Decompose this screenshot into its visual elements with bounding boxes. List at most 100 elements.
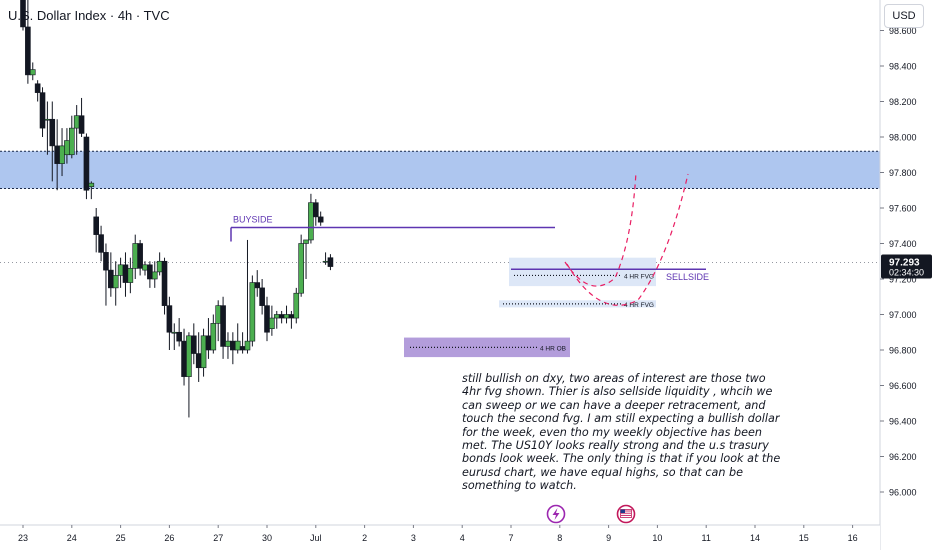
candle-body (273, 314, 280, 319)
note-line: bonds look week. The only thing is that … (462, 452, 781, 466)
candle-body (278, 314, 285, 319)
candle-body (298, 243, 304, 294)
candles-layer (20, 0, 334, 418)
price-tick-label: 96.400 (889, 417, 917, 427)
candle-body (259, 287, 265, 306)
candle-body (122, 264, 129, 283)
note-line: eurusd chart, we have equal highs, so th… (462, 465, 744, 479)
candle (88, 181, 95, 200)
candle-body (230, 340, 236, 351)
sellside-label: SELLSIDE (666, 272, 709, 282)
fvg1-label: 4 HR FVG (624, 273, 654, 280)
candle-body (191, 335, 197, 354)
candle-body (176, 331, 182, 342)
candle (186, 332, 192, 418)
candle (137, 239, 143, 276)
candle (122, 252, 129, 297)
candle (161, 257, 168, 315)
candle (73, 105, 80, 155)
time-tick-label: 27 (213, 533, 223, 543)
candle (254, 270, 261, 297)
candle (220, 296, 226, 359)
time-tick-label: 10 (652, 533, 662, 543)
candle (171, 323, 178, 350)
fvg-zone-2 (499, 300, 656, 308)
candle (103, 243, 109, 306)
candle-body (54, 145, 60, 164)
candle-body (103, 252, 109, 271)
candle (29, 62, 36, 81)
time-tick-label: 11 (702, 533, 711, 543)
projection-path-1 (564, 171, 637, 287)
candle-body (151, 271, 158, 280)
price-tick-label: 96.000 (889, 488, 917, 498)
lightning-icon-bolt (552, 508, 560, 520)
time-tick-label: 26 (164, 533, 174, 543)
note-line: touch the second fvg. I am still expecti… (462, 412, 780, 426)
candle-body (127, 268, 134, 283)
candle-body (322, 260, 329, 263)
candle (98, 225, 104, 262)
candle-body (200, 335, 207, 369)
candle (25, 0, 31, 84)
supply-zone (0, 151, 880, 189)
candle (327, 254, 334, 271)
candle-body (234, 340, 241, 351)
candle-body (288, 314, 295, 319)
candle-body (20, 0, 26, 28)
fvg-zone-1 (509, 257, 656, 287)
candle (283, 305, 290, 324)
price-tag-value: 97.293 (889, 257, 920, 268)
time-tick-label: 30 (262, 533, 272, 543)
currency-button[interactable]: USD (884, 4, 924, 28)
candle-body (156, 260, 163, 273)
candle-body (73, 115, 80, 129)
time-tick-label: 24 (67, 533, 77, 543)
candle (269, 305, 275, 336)
candle-body (147, 264, 153, 280)
flag-icon-canton (620, 509, 625, 513)
note-line: 4hr fvg shown. Thier is also sellside li… (462, 385, 773, 399)
candle (215, 300, 221, 342)
candle-body (225, 340, 231, 347)
order-block-zone (404, 337, 570, 358)
candle-body (283, 314, 290, 319)
candle-body (166, 305, 173, 333)
candle (20, 0, 26, 31)
candle-body (239, 346, 246, 351)
candle (156, 252, 163, 276)
note-line: still bullish on dxy, two areas of inter… (462, 372, 766, 385)
candle-body (117, 264, 124, 276)
candle-body (88, 182, 95, 187)
candle (278, 310, 285, 324)
candle-body (83, 136, 90, 191)
candle (205, 318, 212, 359)
candle (151, 261, 158, 288)
candle-body (108, 269, 114, 289)
candle (293, 287, 300, 324)
candle-body (210, 323, 217, 351)
candle-body (195, 353, 202, 369)
time-tick-label: 7 (508, 533, 513, 543)
candle (210, 314, 217, 354)
projection-path-2 (566, 173, 689, 306)
candle (166, 296, 173, 350)
candle-body (112, 275, 119, 289)
candle-body (64, 140, 70, 156)
candle-body (205, 335, 212, 351)
candle-body (69, 127, 75, 156)
candle (308, 193, 314, 244)
candle (176, 318, 182, 347)
candle-body (181, 340, 187, 377)
candle-body (142, 264, 148, 271)
time-tick-label: 4 (460, 533, 465, 543)
candle (239, 332, 246, 354)
price-tick-label: 96.800 (889, 346, 917, 356)
time-tick-label: 25 (116, 533, 126, 543)
candle-body (215, 305, 221, 324)
candle (39, 87, 46, 137)
candle-body (161, 260, 168, 306)
candle-body (317, 216, 324, 223)
